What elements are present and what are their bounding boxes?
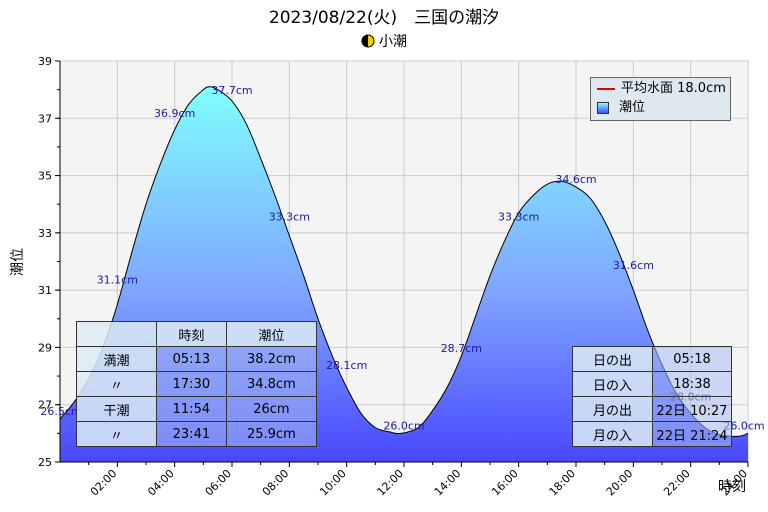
y-tick-label: 25 — [38, 456, 52, 469]
table-cell: 満潮 — [76, 346, 157, 372]
moon-phase: 小潮 — [0, 31, 768, 52]
legend-line-icon — [597, 87, 615, 90]
table-cell: 〃 — [76, 421, 157, 447]
data-label: 26.0cm — [383, 419, 424, 432]
table-cell: 23:41 — [156, 421, 227, 447]
table-row: 〃 23:41 25.9cm — [76, 421, 318, 447]
x-tick-label: 10:00 — [317, 467, 349, 499]
x-tick-label: 14:00 — [432, 467, 464, 499]
legend: 平均水面 18.0cm 潮位 — [590, 77, 731, 121]
x-tick-label: 18:00 — [547, 467, 579, 499]
y-axis-label: 潮位 — [10, 248, 26, 276]
table-row: 日の出 05:18 — [572, 346, 732, 372]
tide-line — [59, 86, 749, 437]
chart-title: 2023/08/22(火) 三国の潮汐 — [268, 8, 500, 28]
table-cell: 25.9cm — [225, 421, 318, 447]
table-cell: 22日 10:27 — [652, 396, 732, 422]
table-row: 干潮 11:54 26cm — [76, 396, 318, 422]
data-label: 37.7cm — [211, 84, 252, 97]
sun-moon-table: 日の出 05:18 日の入 18:38 月の出 22日 10:27 月の入 22… — [572, 346, 732, 447]
x-tick-label: 22:00 — [661, 467, 693, 499]
table-cell: 月の出 — [572, 396, 653, 422]
legend-label: 平均水面 18.0cm — [621, 81, 726, 96]
legend-item-tide: 潮位 — [597, 99, 645, 117]
table-row: 日の入 18:38 — [572, 371, 732, 397]
table-row: 月の出 22日 10:27 — [572, 396, 732, 422]
data-label: 28.7cm — [441, 342, 482, 355]
table-cell: 〃 — [76, 371, 157, 397]
x-tick-label: 08:00 — [260, 467, 292, 499]
table-cell: 18:38 — [652, 371, 732, 397]
table-cell: 34.8cm — [225, 371, 318, 397]
data-label: 26.5cm — [40, 405, 81, 418]
x-tick-label: 04:00 — [145, 467, 177, 499]
moon-phase-label: 小潮 — [379, 34, 407, 50]
table-cell: 11:54 — [156, 396, 227, 422]
y-tick-label: 35 — [38, 170, 52, 183]
data-label: 33.3cm — [269, 210, 310, 223]
table-cell: 38.2cm — [225, 346, 318, 372]
data-label: 34.6cm — [555, 173, 596, 186]
tide-table: 時刻 潮位 満潮 05:13 38.2cm 〃 17:30 34.8cm 干潮 … — [76, 321, 318, 447]
table-cell: 時刻 — [156, 321, 227, 347]
table-row: 〃 17:30 34.8cm — [76, 371, 318, 397]
data-label: 28.1cm — [326, 359, 367, 372]
x-tick-label: 16:00 — [489, 467, 521, 499]
y-tick-label: 39 — [38, 55, 52, 68]
table-cell: 干潮 — [76, 396, 157, 422]
x-tick-label: 02:00 — [88, 467, 120, 499]
table-cell: 22日 21:24 — [652, 421, 732, 447]
data-label: 26.0cm — [723, 419, 764, 432]
y-tick-label: 37 — [38, 112, 52, 125]
data-label: 31.6cm — [613, 259, 654, 272]
table-cell: 日の入 — [572, 371, 653, 397]
table-cell: 26cm — [225, 396, 318, 422]
x-tick-label: 06:00 — [203, 467, 235, 499]
x-tick-label: 12:00 — [375, 467, 407, 499]
legend-swatch-icon — [597, 101, 609, 114]
data-label: 33.3cm — [498, 210, 539, 223]
table-cell — [76, 321, 157, 347]
y-tick-label: 31 — [38, 284, 52, 297]
table-row: 満潮 05:13 38.2cm — [76, 346, 318, 372]
table-cell: 月の入 — [572, 421, 653, 447]
y-tick-label: 27 — [38, 399, 52, 412]
y-tick-label: 33 — [38, 227, 52, 240]
x-axis-label: 時刻 — [718, 479, 746, 495]
legend-item-mean: 平均水面 18.0cm — [597, 80, 726, 98]
table-header-row: 時刻 潮位 — [76, 321, 318, 347]
moon-phase-icon — [361, 34, 375, 52]
legend-label: 潮位 — [619, 100, 646, 115]
table-row: 月の入 22日 21:24 — [572, 421, 732, 447]
table-cell: 05:13 — [156, 346, 227, 372]
data-label: 31.1cm — [97, 273, 138, 286]
data-label: 36.9cm — [154, 107, 195, 120]
table-cell: 潮位 — [225, 321, 318, 347]
table-cell: 日の出 — [572, 346, 653, 372]
y-tick-label: 29 — [38, 341, 52, 354]
table-cell: 05:18 — [652, 346, 732, 372]
table-cell: 17:30 — [156, 371, 227, 397]
x-tick-label: 20:00 — [604, 467, 636, 499]
